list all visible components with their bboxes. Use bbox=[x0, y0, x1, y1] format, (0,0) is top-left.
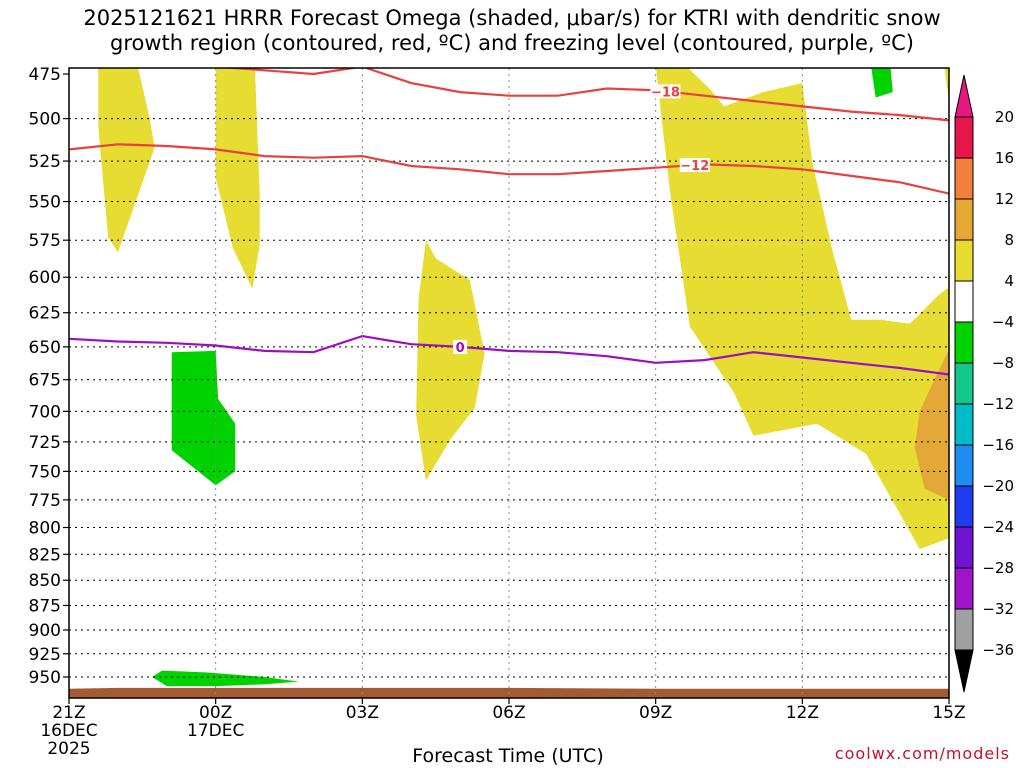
y-tick-label-650: 650 bbox=[29, 338, 61, 358]
x-tick-label-6: 03Z bbox=[346, 703, 379, 723]
contour-label-0: −18 bbox=[651, 85, 680, 100]
x-axis: 21Z 16DEC 2025 00Z 17DEC 03Z 06Z 09Z 12Z 15Z bbox=[40, 698, 966, 759]
colorbar-label-13: −36 bbox=[982, 641, 1014, 659]
omega-region-6 bbox=[871, 68, 893, 98]
contour-line-1 bbox=[69, 143, 949, 195]
y-tick-label-675: 675 bbox=[29, 371, 61, 391]
colorbar-swatch-11 bbox=[954, 567, 974, 610]
x-tick-label-0: 21Z 16DEC 2025 bbox=[40, 703, 97, 759]
x-tick-label-line: 2025 bbox=[47, 739, 90, 759]
x-axis-label: Forecast Time (UTC) bbox=[0, 745, 1024, 767]
y-axis: 475 500 525 550 575 600 625 650 675 700 725 750 775 8… bbox=[29, 65, 69, 688]
colorbar-label-8: −16 bbox=[982, 436, 1014, 454]
colorbar-swatch-12 bbox=[954, 608, 974, 651]
y-tick-label-500: 500 bbox=[29, 110, 61, 130]
colorbar: 20 16 12 8 4 −4 −8 −12 −16 −20 −24 −28 −32 −36 bbox=[954, 74, 1014, 693]
colorbar-label-2: 12 bbox=[995, 190, 1014, 208]
colorbar-swatch-6 bbox=[954, 362, 974, 405]
y-tick-label-475: 475 bbox=[29, 65, 61, 85]
grid-lines bbox=[69, 68, 949, 698]
chart-title-line1: 2025121621 HRRR Forecast Omega (shaded, … bbox=[83, 6, 941, 30]
y-tick-label-625: 625 bbox=[29, 304, 61, 324]
contour-lines bbox=[69, 68, 949, 376]
chart-title-line2: growth region (contoured, red, ºC) and f… bbox=[110, 31, 914, 55]
x-tick-label-3: 00Z 17DEC bbox=[187, 703, 244, 741]
colorbar-label-1: 16 bbox=[995, 149, 1014, 167]
y-tick-label-525: 525 bbox=[29, 152, 61, 172]
y-tick-label-950: 950 bbox=[29, 668, 61, 688]
contour-label-2: 0 bbox=[456, 341, 465, 356]
y-tick-label-850: 850 bbox=[29, 571, 61, 591]
y-tick-label-800: 800 bbox=[29, 518, 61, 538]
contour-line-2 bbox=[69, 334, 949, 376]
colorbar-label-6: −8 bbox=[992, 354, 1014, 372]
omega-region-0 bbox=[98, 68, 155, 253]
colorbar-label-0: 20 bbox=[995, 108, 1014, 126]
omega-region-7 bbox=[171, 350, 236, 486]
x-tick-label-line: 06Z bbox=[492, 703, 525, 723]
y-tick-label-700: 700 bbox=[29, 402, 61, 422]
colorbar-swatch-7 bbox=[954, 403, 974, 446]
colorbar-swatch-2 bbox=[954, 198, 974, 241]
omega-region-4 bbox=[914, 349, 949, 500]
colorbar-label-3: 8 bbox=[1004, 231, 1014, 249]
y-tick-label-600: 600 bbox=[29, 268, 61, 288]
y-tick-label-875: 875 bbox=[29, 596, 61, 616]
omega-region-5 bbox=[944, 68, 949, 101]
colorbar-swatch-1 bbox=[954, 157, 974, 200]
omega-region-8 bbox=[152, 670, 299, 687]
colorbar-swatch-0 bbox=[954, 116, 974, 159]
colorbar-swatch-9 bbox=[954, 485, 974, 528]
colorbar-over-arrow bbox=[954, 74, 974, 118]
x-tick-label-12: 09Z bbox=[639, 703, 672, 723]
colorbar-label-10: −24 bbox=[982, 518, 1014, 536]
x-tick-label-line: 09Z bbox=[639, 703, 672, 723]
contour-label-bg-0 bbox=[650, 84, 681, 99]
colorbar-label-11: −28 bbox=[982, 559, 1014, 577]
colorbar-label-7: −12 bbox=[982, 395, 1014, 413]
x-tick-label-15: 12Z bbox=[786, 703, 819, 723]
y-tick-label-575: 575 bbox=[29, 231, 61, 251]
contour-line-0 bbox=[219, 68, 949, 122]
x-tick-label-18: 15Z bbox=[932, 703, 965, 723]
x-tick-label-line: 03Z bbox=[346, 703, 379, 723]
y-tick-label-725: 725 bbox=[29, 433, 61, 453]
y-tick-label-750: 750 bbox=[29, 462, 61, 482]
colorbar-swatch-4 bbox=[954, 280, 974, 323]
x-tick-label-line: 00Z bbox=[199, 703, 232, 723]
x-tick-label-line: 15Z bbox=[932, 703, 965, 723]
contour-label-1: −12 bbox=[680, 159, 709, 174]
colorbar-label-4: 4 bbox=[1004, 272, 1014, 290]
y-tick-label-550: 550 bbox=[29, 193, 61, 213]
x-tick-label-line: 17DEC bbox=[187, 721, 244, 741]
contour-label-bg-2 bbox=[453, 339, 468, 354]
colorbar-swatch-3 bbox=[954, 239, 974, 282]
colorbar-swatch-8 bbox=[954, 444, 974, 487]
x-axis-label-text: Forecast Time (UTC) bbox=[412, 745, 604, 767]
chart-title: 2025121621 HRRR Forecast Omega (shaded, … bbox=[0, 6, 1024, 56]
y-tick-label-925: 925 bbox=[29, 645, 61, 665]
x-tick-label-9: 06Z bbox=[492, 703, 525, 723]
colorbar-swatch-10 bbox=[954, 526, 974, 569]
credit-text: coolwx.com/models bbox=[834, 744, 1010, 763]
x-tick-label-line: 16DEC bbox=[40, 721, 97, 741]
colorbar-swatch-5 bbox=[954, 321, 974, 364]
y-tick-label-825: 825 bbox=[29, 545, 61, 565]
x-tick-label-line: 12Z bbox=[786, 703, 819, 723]
colorbar-under-arrow bbox=[954, 649, 974, 693]
colorbar-label-5: −4 bbox=[992, 313, 1014, 331]
y-tick-label-775: 775 bbox=[29, 491, 61, 511]
x-tick-label-line: 21Z bbox=[52, 703, 85, 723]
colorbar-label-12: −32 bbox=[982, 600, 1014, 618]
contour-labels: −18 −12 0 bbox=[453, 84, 710, 356]
omega-region-1 bbox=[215, 68, 260, 289]
contour-label-bg-1 bbox=[679, 158, 710, 173]
y-tick-label-900: 900 bbox=[29, 621, 61, 641]
colorbar-label-9: −20 bbox=[982, 477, 1014, 495]
omega-region-2 bbox=[416, 240, 485, 481]
